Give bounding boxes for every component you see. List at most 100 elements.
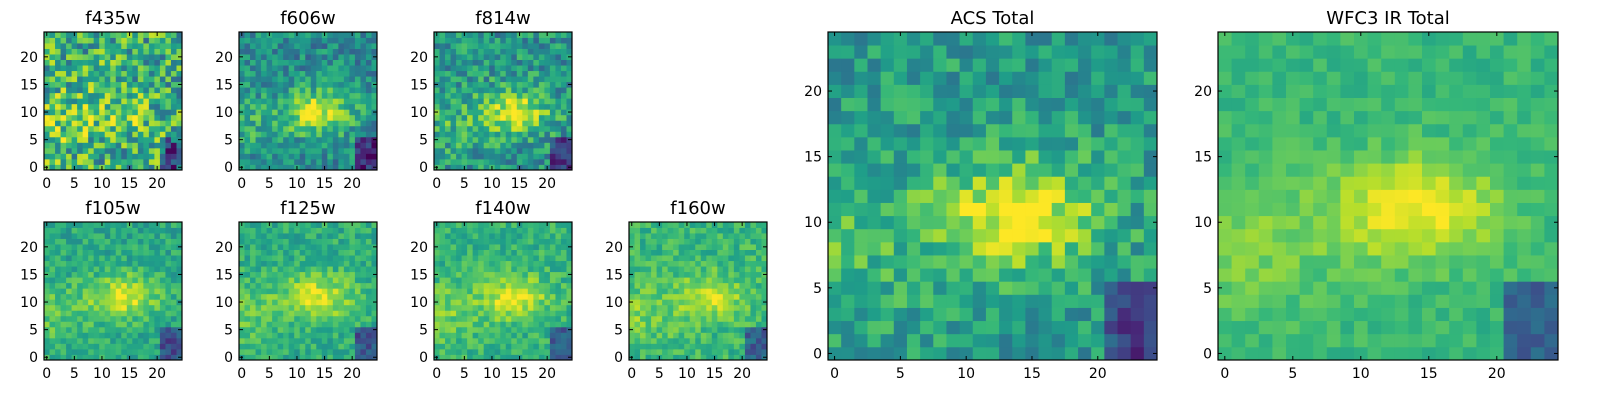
- heatmap-cell: [854, 320, 868, 335]
- heatmap-cell: [544, 271, 551, 278]
- heatmap-cell: [277, 76, 284, 83]
- heatmap-cell: [755, 337, 762, 344]
- heatmap-cell: [272, 54, 279, 60]
- heatmap-cell: [684, 348, 691, 355]
- heatmap-cell: [434, 103, 440, 110]
- heatmap-cell: [261, 348, 267, 355]
- heatmap-cell: [250, 271, 256, 278]
- heatmap-cell: [115, 142, 122, 149]
- y-tick-label: 0: [29, 160, 38, 176]
- heatmap-cell: [77, 299, 84, 306]
- heatmap-cell: [511, 70, 518, 77]
- heatmap-cell: [867, 163, 882, 177]
- heatmap-cell: [538, 354, 545, 361]
- heatmap-cell: [467, 98, 474, 105]
- heatmap-cell: [651, 348, 657, 355]
- heatmap-cell: [55, 310, 61, 317]
- heatmap-cell: [349, 158, 356, 165]
- heatmap-cell: [538, 238, 545, 245]
- heatmap-cell: [527, 120, 534, 127]
- heatmap-cell: [750, 233, 757, 239]
- heatmap-cell: [371, 249, 378, 256]
- heatmap-cell: [143, 266, 150, 273]
- heatmap-cell: [332, 109, 339, 116]
- y-tick-label: 15: [605, 267, 623, 283]
- heatmap-cell: [549, 277, 556, 284]
- heatmap-cell: [148, 222, 155, 228]
- heatmap-cell: [132, 76, 139, 83]
- heatmap-cell: [277, 125, 284, 132]
- heatmap-cell: [527, 238, 534, 245]
- heatmap-cell: [739, 288, 746, 295]
- heatmap-cell: [560, 282, 567, 289]
- heatmap-cell: [483, 48, 490, 55]
- heatmap-cell: [115, 32, 122, 38]
- heatmap-cell: [985, 163, 1000, 177]
- heatmap-cell: [88, 136, 95, 143]
- heatmap-cell: [544, 277, 551, 284]
- heatmap-cell: [250, 304, 256, 311]
- heatmap-cell: [1143, 307, 1158, 322]
- heatmap-cell: [511, 299, 518, 306]
- heatmap-cell: [310, 249, 317, 256]
- heatmap-cell: [93, 92, 100, 99]
- heatmap-cell: [1130, 189, 1145, 203]
- heatmap-cell: [154, 315, 161, 322]
- heatmap-cell: [305, 304, 312, 311]
- heatmap-cell: [255, 233, 262, 239]
- heatmap-cell: [1104, 307, 1118, 322]
- heatmap-cell: [143, 310, 150, 317]
- heatmap-cell: [549, 147, 556, 154]
- heatmap-cell: [867, 176, 882, 190]
- heatmap-cell: [439, 164, 446, 171]
- heatmap-cell: [305, 120, 312, 127]
- heatmap-cell: [71, 147, 78, 154]
- heatmap-cell: [461, 348, 468, 355]
- heatmap-cell: [126, 76, 133, 83]
- heatmap-cell: [371, 337, 378, 344]
- heatmap-cell: [933, 163, 947, 177]
- heatmap-cell: [689, 255, 696, 262]
- heatmap-cell: [110, 131, 117, 138]
- heatmap-cell: [467, 65, 474, 72]
- heatmap-cell: [332, 310, 339, 317]
- heatmap-cell: [71, 37, 78, 44]
- heatmap-cell: [82, 65, 89, 72]
- heatmap-cell: [516, 70, 523, 77]
- heatmap-cell: [299, 142, 306, 149]
- heatmap-cell: [1025, 241, 1039, 256]
- heatmap-cell: [673, 222, 680, 228]
- heatmap-cell: [277, 87, 284, 94]
- heatmap-cell: [272, 282, 279, 289]
- heatmap-cell: [343, 255, 350, 262]
- heatmap-cell: [1038, 215, 1053, 230]
- heatmap-cell: [261, 54, 267, 60]
- heatmap-cell: [250, 153, 256, 160]
- heatmap-cell: [261, 227, 267, 234]
- heatmap-cell: [549, 32, 556, 38]
- heatmap-cell: [148, 114, 155, 121]
- heatmap-cell: [527, 299, 534, 306]
- heatmap-cell: [132, 354, 139, 361]
- y-tick-label: 5: [419, 323, 428, 339]
- heatmap-cell: [93, 277, 100, 284]
- heatmap-cell: [266, 310, 273, 317]
- heatmap-cell: [170, 37, 177, 44]
- heatmap-cell: [332, 255, 339, 262]
- x-tick-label: 20: [538, 366, 556, 382]
- heatmap-cell: [544, 114, 551, 121]
- heatmap-cell: [439, 131, 446, 138]
- heatmap-cell: [555, 147, 562, 154]
- heatmap-cell: [371, 98, 378, 105]
- heatmap-cell: [272, 326, 279, 333]
- heatmap-cell: [115, 271, 122, 278]
- heatmap-cell: [104, 260, 111, 267]
- heatmap-cell: [82, 222, 89, 228]
- heatmap-cell: [516, 238, 523, 245]
- heatmap-cell: [700, 354, 707, 361]
- heatmap-cell: [722, 343, 729, 350]
- heatmap-cell: [439, 238, 446, 245]
- heatmap-cell: [343, 277, 350, 284]
- heatmap-cell: [700, 304, 707, 311]
- heatmap-cell: [933, 176, 947, 190]
